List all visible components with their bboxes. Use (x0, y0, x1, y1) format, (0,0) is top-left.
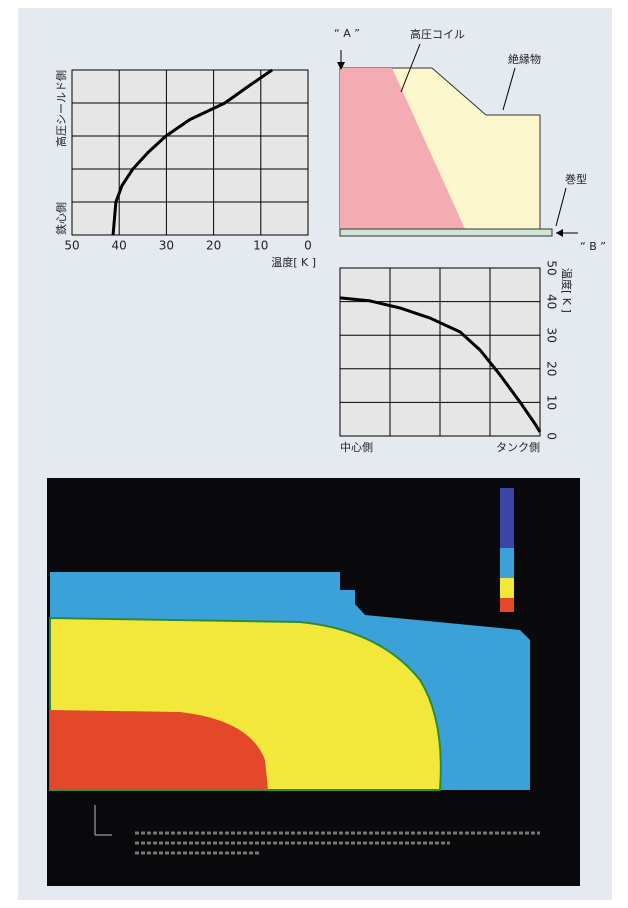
x-tick-label: 50 (64, 239, 79, 253)
plot-area (72, 70, 308, 235)
y-axis-label: 鉄心側 (54, 202, 68, 235)
legend-bar (500, 578, 514, 598)
x-tick-label: 40 (112, 239, 127, 253)
legend-bar (500, 488, 514, 548)
x-tick-label: 0 (304, 239, 312, 253)
x-tick-label: 10 (253, 239, 268, 253)
y-tick-label: 10 (545, 395, 559, 410)
label-a: “ A ” (334, 27, 360, 40)
y-tick-label: 40 (545, 294, 559, 309)
x-tick-label: 20 (206, 239, 221, 253)
y-axis-label: 温度[ K ] (560, 268, 574, 313)
legend-bar (500, 548, 514, 578)
figure: “ A ” 高圧コイル 絶縁物 巻型 “ B ” 50 40 30 20 10 0 温度[ … (0, 0, 628, 908)
label-bobbin: 巻型 (565, 172, 587, 186)
bobbin (340, 229, 552, 236)
page: “ A ” 高圧コイル 絶縁物 巻型 “ B ” 50 40 30 20 10 0 温度[ … (0, 0, 628, 908)
label-coil: 高圧コイル (410, 27, 465, 41)
x-axis-label: タンク側 (496, 441, 540, 454)
legend-bar (500, 598, 514, 612)
x-tick-label: 30 (159, 239, 174, 253)
x-axis-label: 温度[ K ] (271, 255, 316, 269)
label-insulator: 絶縁物 (508, 52, 541, 66)
y-axis-label: 高圧シールド側 (54, 70, 68, 147)
x-axis-label: 中心側 (340, 441, 373, 454)
thermal-image (47, 478, 580, 886)
y-tick-label: 30 (545, 328, 559, 343)
label-b: “ B ” (580, 240, 606, 253)
y-tick-label: 20 (545, 361, 559, 376)
y-tick-label: 50 (545, 260, 559, 275)
y-tick-label: 0 (545, 432, 559, 440)
